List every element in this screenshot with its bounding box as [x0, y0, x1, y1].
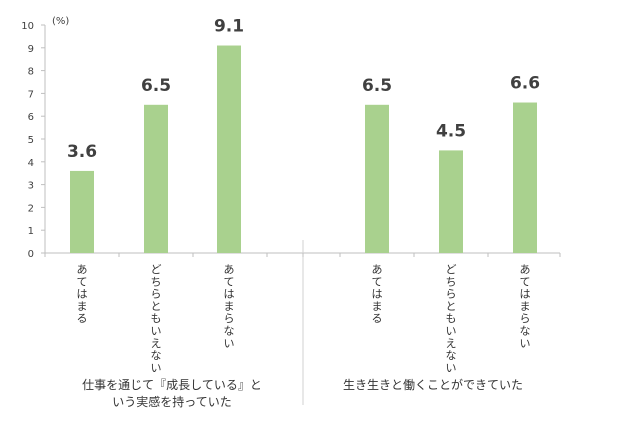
bar [365, 104, 389, 253]
group-labels: 仕事を通じて『成長している』という実感を持っていた 生き生きと働くことができていた [82, 377, 523, 409]
category-label: あてはまらない [224, 263, 235, 350]
y-tick-label: 5 [28, 135, 34, 146]
value-label: 4.5 [436, 121, 466, 141]
y-tick-label: 4 [28, 158, 34, 169]
bar [513, 102, 537, 254]
value-label: 3.6 [67, 142, 97, 162]
y-tick-label: 8 [28, 67, 34, 78]
y-tick-label: 7 [28, 89, 34, 100]
bars [70, 45, 537, 254]
bar [70, 170, 94, 253]
category-label: あてはまる [77, 263, 88, 325]
category-label: どちらともいえない [446, 263, 457, 374]
value-labels: 3.6 6.5 9.1 6.5 4.5 6.6 [67, 17, 540, 162]
group-label: 仕事を通じて『成長している』という実感を持っていた [82, 378, 262, 409]
value-label: 6.5 [362, 76, 392, 96]
bar [144, 104, 168, 253]
value-label: 6.6 [510, 74, 540, 94]
y-axis-ticks: 0 1 2 3 4 5 6 7 8 9 10 [21, 21, 45, 260]
bar [217, 45, 241, 253]
category-labels: あてはまる どちらともいえない あてはまらない あてはまる どちらともいえない あてはまら… [77, 263, 531, 374]
y-tick-label: 3 [28, 181, 34, 192]
category-label: あてはまる [372, 263, 383, 325]
group-label: 生き生きと働くことができていた [343, 377, 523, 392]
y-tick-label: 0 [28, 249, 34, 260]
value-label: 9.1 [214, 17, 244, 37]
value-label: 6.5 [141, 76, 171, 96]
y-tick-label: 1 [28, 226, 34, 237]
axes [44, 25, 561, 405]
category-label: あてはまらない [520, 263, 531, 350]
y-tick-label: 6 [28, 112, 34, 123]
y-tick-label: 10 [21, 21, 34, 32]
bar [439, 150, 463, 253]
y-tick-label: 2 [28, 203, 34, 214]
y-tick-label: 9 [28, 44, 34, 55]
category-label: どちらともいえない [151, 263, 162, 374]
y-unit-label: (%) [52, 16, 69, 27]
